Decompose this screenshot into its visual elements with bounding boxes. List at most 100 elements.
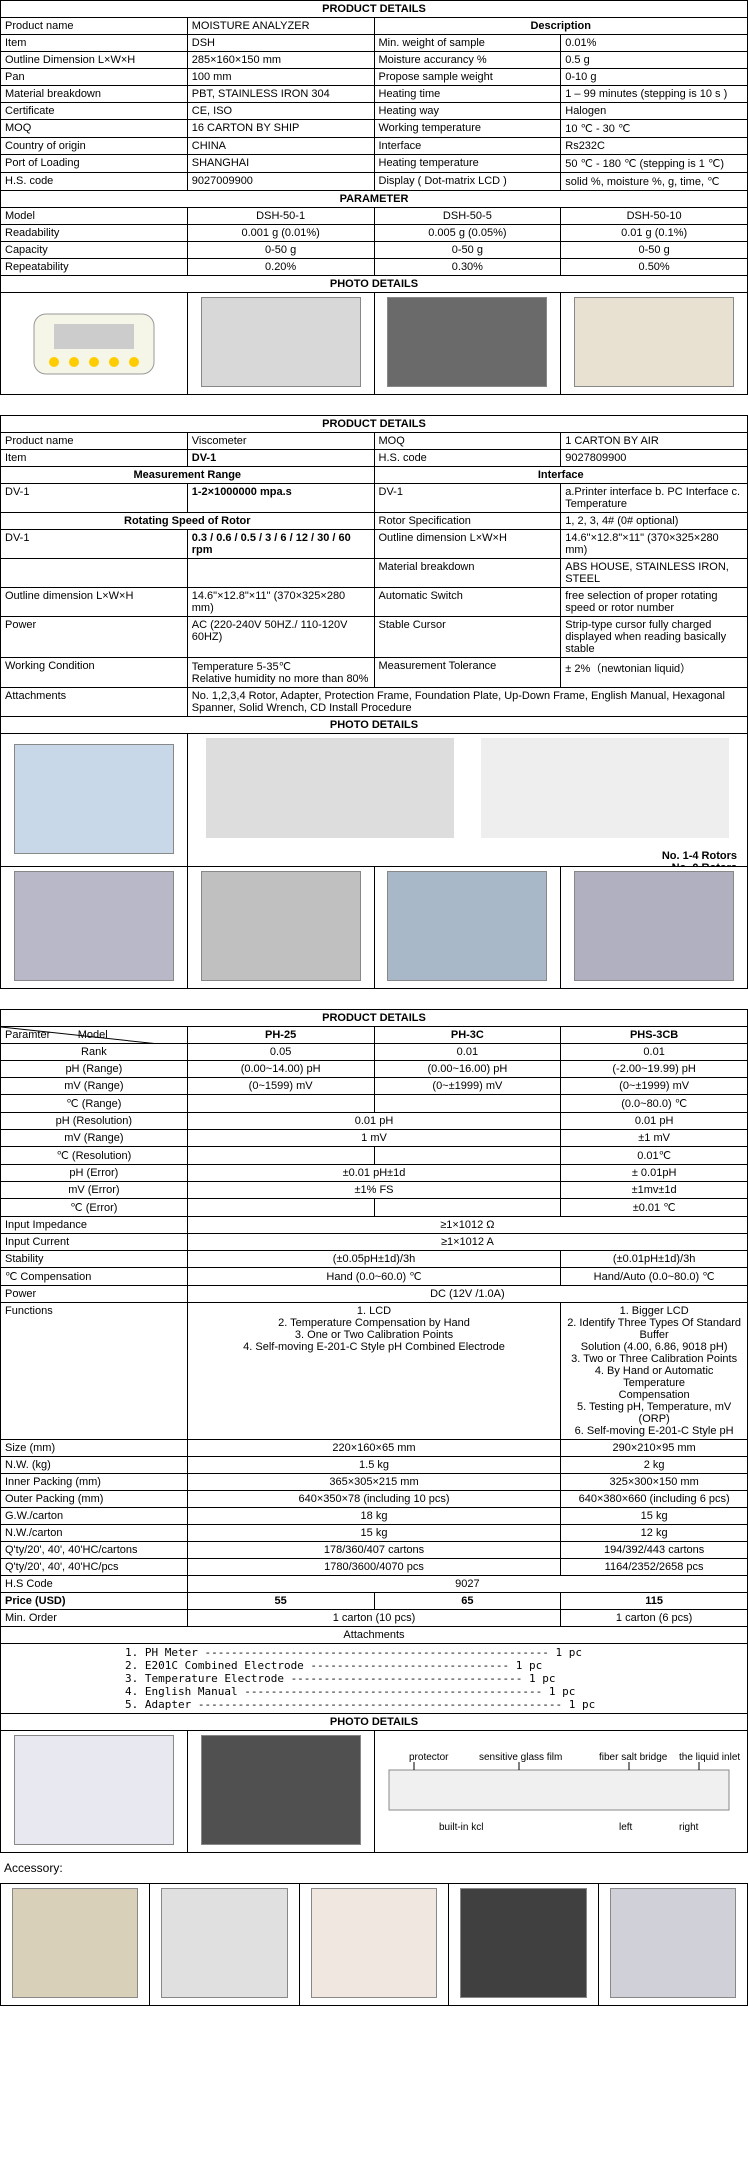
cell: ±1% FS — [187, 1182, 561, 1199]
cell: 14.6"×12.8"×11" (370×325×280 mm) — [187, 588, 374, 617]
cell: 285×160×150 mm — [187, 52, 374, 69]
cell: Certificate — [1, 103, 188, 120]
cell: Outer Packing (mm) — [1, 1491, 188, 1508]
electrode-diagram: protector sensitive glass film fiber sal… — [379, 1740, 744, 1840]
photo-cell — [1, 293, 188, 395]
cell: Halogen — [561, 103, 748, 120]
photo-title: PHOTO DETAILS — [1, 1714, 748, 1731]
cell: Size (mm) — [1, 1440, 188, 1457]
cell — [187, 559, 374, 588]
cell: Item — [1, 35, 188, 52]
cell: 115 — [561, 1593, 748, 1610]
cell: Inner Packing (mm) — [1, 1474, 188, 1491]
cell: AC (220-240V 50HZ./ 110-120V 60HZ) — [187, 617, 374, 658]
cell — [187, 1147, 374, 1165]
cell: 194/392/443 cartons — [561, 1542, 748, 1559]
rotor-note: No. 1-4 Rotors — [192, 850, 743, 862]
cell: Stability — [1, 1251, 188, 1268]
cell: 9027009900 — [187, 173, 374, 191]
cell — [374, 1199, 561, 1217]
cell: 1 carton (10 pcs) — [187, 1610, 561, 1627]
ph-meter-photo — [14, 1735, 174, 1845]
cell: (±0.01pH±1d)/3h — [561, 1251, 748, 1268]
cell: ± 2%（newtonian liquid） — [561, 658, 748, 688]
cell: 178/360/407 cartons — [187, 1542, 561, 1559]
photo-cell — [374, 293, 561, 395]
cell: 18 kg — [187, 1508, 561, 1525]
cell: ℃ Compensation — [1, 1268, 188, 1286]
photo-cell: protector sensitive glass film fiber sal… — [374, 1731, 748, 1853]
cell: 1 – 99 minutes (stepping is 10 s ) — [561, 86, 748, 103]
cell: Min. Order — [1, 1610, 188, 1627]
cell: 0-50 g — [561, 242, 748, 259]
svg-text:left: left — [619, 1822, 633, 1833]
cell: mV (Range) — [1, 1078, 188, 1095]
device-photo — [387, 297, 547, 387]
section2-table: PRODUCT DETAILS Product nameViscometerMO… — [0, 415, 748, 989]
cell: Interface — [374, 138, 561, 155]
cell: 16 CARTON BY SHIP — [187, 120, 374, 138]
cell: DC (12V /1.0A) — [187, 1286, 747, 1303]
cell: Viscometer — [187, 433, 374, 450]
cell: Outline dimension L×W×H — [1, 588, 188, 617]
cell: 15 kg — [561, 1508, 748, 1525]
cell: 0.05 — [187, 1044, 374, 1061]
diagonal-line-icon — [1, 1027, 187, 1044]
cell: mV (Range) — [1, 1130, 188, 1147]
cell: (-2.00~19.99) pH — [561, 1061, 748, 1078]
cell: H.S. code — [1, 173, 188, 191]
param-model-header: Paramter Model — [1, 1027, 188, 1044]
section2-title: PRODUCT DETAILS — [1, 416, 748, 433]
cell: 9027 — [187, 1576, 747, 1593]
cell: 0.20% — [187, 259, 374, 276]
svg-text:the liquid inlet: the liquid inlet — [679, 1752, 740, 1763]
measurement-range-header: Measurement Range — [1, 467, 375, 484]
cell: pH (Resolution) — [1, 1113, 188, 1130]
cell — [374, 1147, 561, 1165]
cell — [187, 1199, 374, 1217]
cell: N.W./carton — [1, 1525, 188, 1542]
cell: 1. LCD 2. Temperature Compensation by Ha… — [187, 1303, 561, 1440]
photo-title: PHOTO DETAILS — [1, 276, 748, 293]
cell: DSH — [187, 35, 374, 52]
cell: Working temperature — [374, 120, 561, 138]
section3-table: PRODUCT DETAILS Paramter Model PH-25 PH-… — [0, 1009, 748, 1853]
photo-cell — [561, 293, 748, 395]
cell — [1, 559, 188, 588]
photo-cell: No. 1-4 Rotors No. 0 Rotors — [187, 734, 747, 867]
cell: ≥1×1012 A — [187, 1234, 747, 1251]
svg-text:right: right — [679, 1822, 699, 1833]
cell: 1 carton (6 pcs) — [561, 1610, 748, 1627]
photo-cell — [598, 1884, 747, 2006]
cell: Model — [1, 208, 188, 225]
cell: Rs232C — [561, 138, 748, 155]
photo-cell — [374, 867, 561, 989]
cell: 9027809900 — [561, 450, 748, 467]
attachment-item: 4. English Manual ----------------------… — [125, 1685, 743, 1698]
svg-text:fiber salt bridge: fiber salt bridge — [599, 1752, 668, 1763]
cell: PBT, STAINLESS IRON 304 — [187, 86, 374, 103]
attachment-item: 1. PH Meter ----------------------------… — [125, 1646, 743, 1659]
rotor-title: Rotating Speed of Rotor — [1, 513, 375, 530]
cell: 15 kg — [187, 1525, 561, 1542]
cell: Capacity — [1, 242, 188, 259]
photo-cell — [187, 867, 374, 989]
device-photo — [574, 297, 734, 387]
cell: 10 ℃ - 30 ℃ — [561, 120, 748, 138]
cell: Strip-type cursor fully charged displaye… — [561, 617, 748, 658]
cell: 0.01 pH — [187, 1113, 561, 1130]
rotor-case-photo — [206, 738, 454, 838]
cell: CE, ISO — [187, 103, 374, 120]
cell: Material breakdown — [374, 559, 561, 588]
photo-cell — [561, 867, 748, 989]
cell: Country of origin — [1, 138, 188, 155]
cell: H.S Code — [1, 1576, 188, 1593]
analyzer-display-icon — [24, 304, 164, 384]
cell: Heating way — [374, 103, 561, 120]
cell: Price (USD) — [1, 1593, 188, 1610]
cell: (0.00~14.00) pH — [187, 1061, 374, 1078]
device-photo — [201, 871, 361, 981]
photo-cell — [449, 1884, 598, 2006]
cell: (0~±1999) mV — [374, 1078, 561, 1095]
cell: 100 mm — [187, 69, 374, 86]
